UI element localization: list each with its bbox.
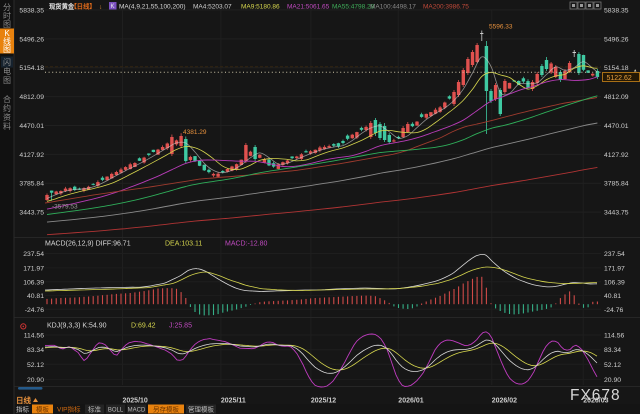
svg-text:3785.84: 3785.84 [604,181,629,188]
svg-text:237.54: 237.54 [604,251,625,258]
svg-text:-3579.53: -3579.53 [52,204,78,211]
svg-text:闪: 闪 [3,58,11,67]
svg-text:52.12: 52.12 [27,362,44,369]
svg-text:图: 图 [3,20,11,29]
svg-text:资: 资 [3,112,11,122]
svg-text:MACD:-12.80: MACD:-12.80 [225,241,268,248]
svg-text:2025/12: 2025/12 [311,398,336,405]
svg-text:40.81: 40.81 [604,293,621,300]
svg-text:标准: 标准 [88,404,102,413]
svg-text:MA55:4798.28: MA55:4798.28 [332,4,375,11]
svg-text:4381.29: 4381.29 [183,129,207,136]
svg-text:4127.92: 4127.92 [604,152,629,159]
svg-text:日线: 日线 [16,395,31,405]
svg-text:3443.75: 3443.75 [604,210,629,217]
svg-text:分: 分 [3,3,11,12]
svg-text:MA100:4498.17: MA100:4498.17 [370,4,416,11]
svg-text:5154.18: 5154.18 [19,65,44,72]
svg-text:106.39: 106.39 [23,279,44,286]
svg-text:料: 料 [3,121,11,131]
svg-text:4470.01: 4470.01 [19,123,44,130]
svg-text:MA4:5203.07: MA4:5203.07 [193,4,232,11]
svg-text:237.54: 237.54 [23,251,44,258]
svg-text:线: 线 [3,36,11,46]
svg-text:114.56: 114.56 [24,333,45,340]
svg-text:3443.75: 3443.75 [19,210,44,217]
svg-text:171.97: 171.97 [23,265,44,272]
svg-text:MA21:5061.65: MA21:5061.65 [287,4,330,11]
svg-text:52.12: 52.12 [604,362,621,369]
svg-text:↓: ↓ [99,4,102,11]
svg-text:合: 合 [3,94,11,104]
svg-text:5838.35: 5838.35 [604,7,629,14]
svg-text:-24.76: -24.76 [25,307,44,314]
svg-text:114.56: 114.56 [604,333,625,340]
svg-text:MA(4,9,21,55,100,200): MA(4,9,21,55,100,200) [119,4,186,11]
svg-text:现货黄金: 现货黄金 [49,2,75,11]
svg-text:106.39: 106.39 [604,279,625,286]
svg-text:管理模板: 管理模板 [188,404,215,413]
svg-text:4812.09: 4812.09 [604,94,629,101]
svg-text:指标: 指标 [16,404,30,413]
svg-text:20.90: 20.90 [27,377,44,384]
svg-text:2026/03: 2026/03 [583,398,608,405]
svg-text:5496.26: 5496.26 [19,36,44,43]
svg-text:图: 图 [3,45,11,54]
svg-text:模板: 模板 [36,404,50,413]
svg-text:5838.35: 5838.35 [19,7,44,14]
svg-text:2026/02: 2026/02 [492,398,517,405]
svg-text:【日线】: 【日线】 [71,2,96,11]
svg-text:另存模板: 另存模板 [153,404,180,413]
svg-text:3785.84: 3785.84 [19,181,44,188]
svg-text:40.81: 40.81 [27,293,44,300]
svg-text:MA200:3986.75: MA200:3986.75 [423,4,469,11]
svg-text:BOLL: BOLL [108,407,124,413]
svg-text:MA9:5180.86: MA9:5180.86 [241,4,280,11]
svg-text:K: K [4,29,10,38]
svg-text:KDJ(9,3,3) K:54.90: KDJ(9,3,3) K:54.90 [47,323,107,330]
svg-text:K: K [111,4,115,10]
svg-text:时: 时 [3,11,11,21]
svg-text:J:25.85: J:25.85 [169,323,192,330]
svg-text:MACD: MACD [128,407,146,413]
svg-text:5154.18: 5154.18 [604,65,629,72]
svg-text:2026/01: 2026/01 [398,398,423,405]
svg-text:DEA:103.11: DEA:103.11 [165,241,202,248]
svg-text:171.97: 171.97 [604,265,625,272]
svg-text:D:69.42: D:69.42 [131,323,156,330]
svg-text:83.34: 83.34 [604,347,621,354]
svg-text:FX678: FX678 [570,387,621,404]
svg-text:2025/10: 2025/10 [123,398,148,405]
svg-text:5122.62: 5122.62 [607,75,632,82]
svg-text:5496.26: 5496.26 [604,36,629,43]
svg-text:20.90: 20.90 [604,377,621,384]
svg-text:图: 图 [3,76,11,85]
svg-text:约: 约 [3,103,11,113]
svg-text:4812.09: 4812.09 [19,94,44,101]
svg-text:83.34: 83.34 [27,347,44,354]
svg-text:4127.92: 4127.92 [19,152,44,159]
svg-text:VIP指标: VIP指标 [57,404,81,413]
svg-text:5596.33: 5596.33 [489,24,513,31]
svg-text:电: 电 [3,66,11,76]
svg-text:4470.01: 4470.01 [604,123,629,130]
svg-text:-24.76: -24.76 [604,307,623,314]
svg-text:MACD(26,12,9) DIFF:96.71: MACD(26,12,9) DIFF:96.71 [45,241,131,248]
svg-text:2025/11: 2025/11 [221,398,246,405]
